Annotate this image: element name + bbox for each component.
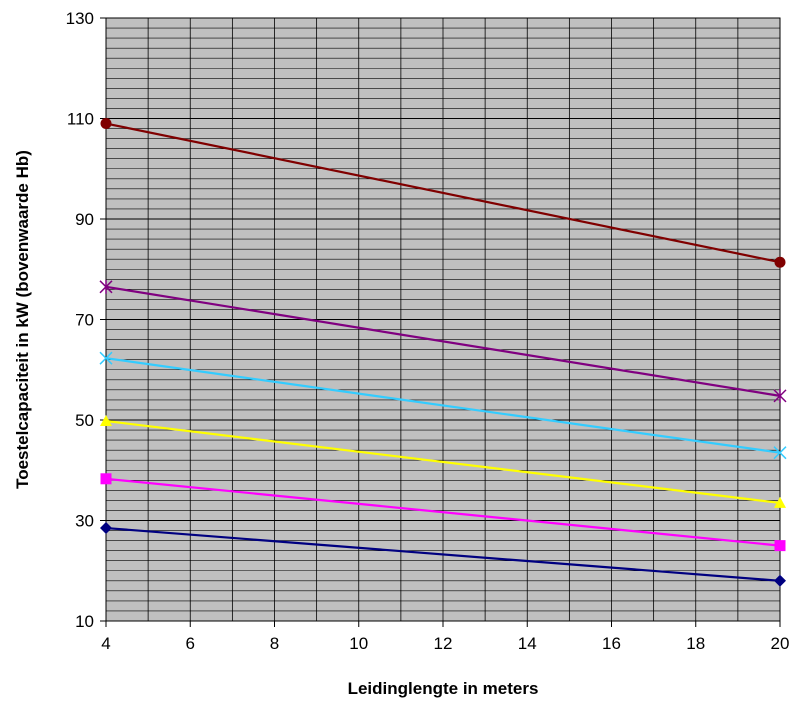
x-tick-label: 6: [186, 634, 195, 653]
x-tick-label: 16: [602, 634, 621, 653]
series-4: [100, 415, 786, 508]
series-2: [99, 279, 787, 403]
y-tick-label: 110: [67, 110, 94, 129]
data-point: [99, 351, 113, 365]
y-tick-label: 30: [75, 512, 94, 531]
tick-labels: 10 30 50 70 90 110 130 4 6 8 10 12 14 16 18 20: [66, 9, 790, 653]
data-point: [99, 279, 113, 294]
y-tick-label: 10: [75, 612, 94, 631]
data-point: [100, 522, 112, 535]
x-tick-label: 10: [349, 634, 368, 653]
axes: [100, 17, 781, 627]
data-point: [774, 496, 786, 508]
series-line: [105, 285, 781, 397]
x-axis-title: Leidinglengte in meters: [348, 679, 539, 698]
series-group: [99, 118, 787, 587]
data-point: [774, 256, 786, 268]
data-point: [100, 118, 112, 130]
data-point: [774, 574, 786, 587]
y-tick-label: 70: [75, 311, 94, 330]
series-3: [99, 351, 787, 460]
data-point: [773, 388, 787, 403]
x-tick-label: 12: [434, 634, 453, 653]
grid: [106, 17, 780, 622]
series-line: [105, 357, 781, 454]
x-tick-label: 18: [686, 634, 705, 653]
x-tick-label: 20: [771, 634, 790, 653]
series-line: [105, 477, 781, 547]
data-point: [100, 473, 112, 485]
series-6: [100, 522, 786, 587]
data-point: [100, 415, 112, 427]
series-line: [105, 419, 781, 505]
x-tick-label: 4: [101, 634, 110, 653]
series-1: [100, 118, 786, 268]
y-tick-label: 130: [66, 9, 94, 28]
y-tick-label: 50: [75, 411, 94, 430]
x-tick-label: 8: [270, 634, 279, 653]
data-point: [773, 446, 787, 460]
data-point: [774, 540, 786, 552]
series-5: [100, 473, 786, 552]
y-tick-label: 90: [75, 210, 94, 229]
x-tick-label: 14: [518, 634, 537, 653]
series-line: [105, 122, 781, 264]
y-axis-title: Toestelcapaciteit in kW (bovenwaarde Hb): [13, 150, 32, 489]
series-line: [105, 526, 781, 582]
